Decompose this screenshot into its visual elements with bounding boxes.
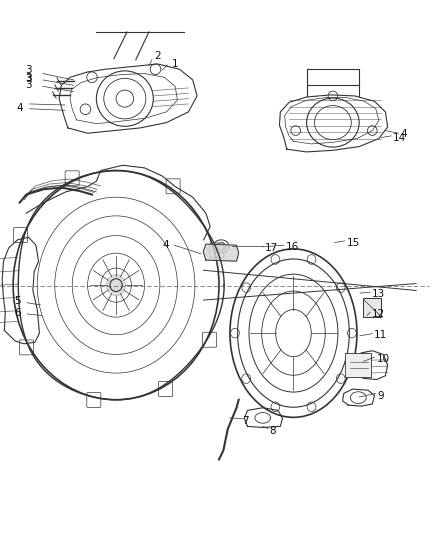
Text: 2: 2: [154, 52, 161, 61]
Polygon shape: [203, 244, 239, 261]
Text: 3: 3: [25, 66, 32, 75]
Text: 3: 3: [25, 73, 32, 83]
Text: 10: 10: [377, 354, 390, 364]
Text: 4: 4: [17, 103, 23, 112]
Text: 4: 4: [401, 130, 407, 139]
Text: 6: 6: [14, 308, 21, 318]
Text: 4: 4: [162, 240, 169, 250]
Text: 1: 1: [172, 59, 179, 69]
Text: 11: 11: [374, 330, 387, 340]
Text: 3: 3: [25, 80, 32, 90]
Ellipse shape: [106, 274, 126, 296]
Text: 14: 14: [393, 133, 406, 142]
Text: 8: 8: [269, 426, 276, 435]
Text: 13: 13: [371, 289, 385, 299]
Text: 16: 16: [286, 243, 299, 252]
Text: 17: 17: [265, 244, 278, 253]
Text: 7: 7: [242, 416, 248, 426]
Text: 9: 9: [378, 391, 384, 401]
Text: 3: 3: [25, 74, 32, 84]
Text: 5: 5: [14, 296, 21, 306]
Text: 12: 12: [371, 310, 385, 319]
Text: 15: 15: [347, 238, 360, 248]
FancyBboxPatch shape: [363, 298, 381, 317]
FancyBboxPatch shape: [345, 353, 371, 377]
